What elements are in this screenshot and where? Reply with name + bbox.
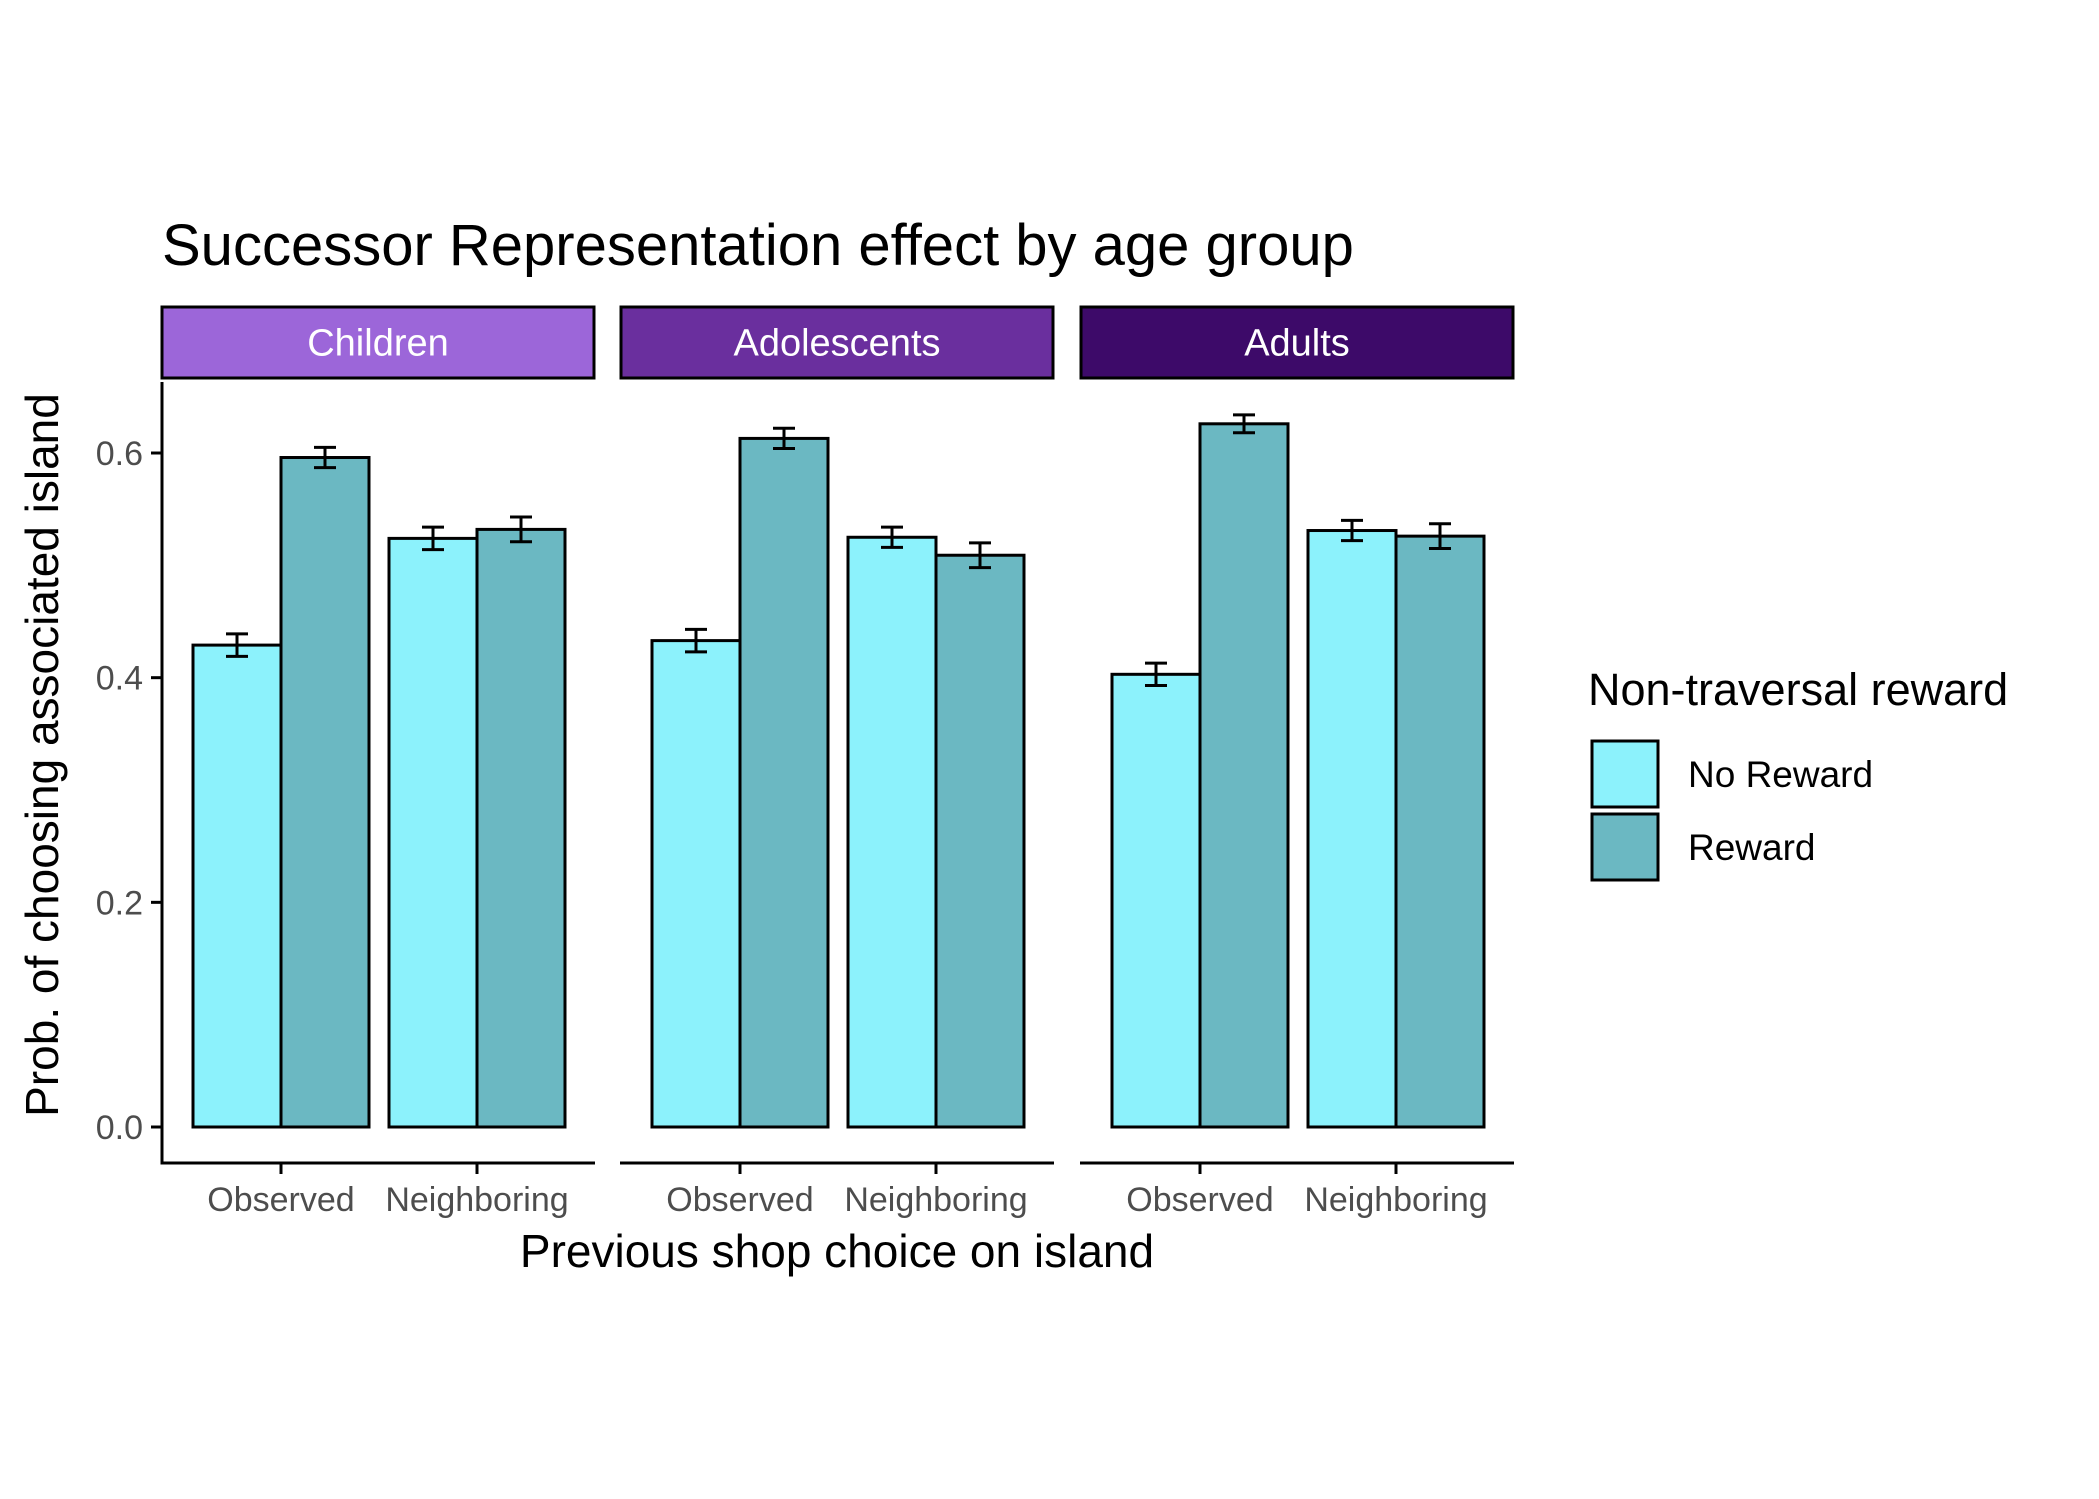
error-bar bbox=[1341, 518, 1363, 543]
bar-reward bbox=[279, 456, 371, 1129]
error-bar bbox=[685, 627, 707, 654]
y-tick-label: 0.2 bbox=[96, 884, 143, 922]
bar-no-reward bbox=[650, 639, 742, 1129]
bar-no-reward bbox=[191, 643, 283, 1129]
legend-label: Reward bbox=[1688, 827, 1816, 868]
error-bar bbox=[1429, 522, 1451, 550]
legend-key bbox=[1590, 812, 1660, 882]
y-axis: 0.0 0.2 0.4 0.6 bbox=[96, 382, 164, 1165]
error-bar bbox=[1145, 661, 1167, 688]
legend-item-no-reward: No Reward bbox=[1590, 739, 1873, 809]
error-bar bbox=[773, 426, 795, 451]
legend-title: Non-traversal reward bbox=[1588, 664, 2008, 715]
facet-adolescents: Adolescents Observed Neighboring bbox=[619, 305, 1055, 1219]
error-bar bbox=[226, 632, 248, 658]
facet-children: Children Observed Neighboring bbox=[160, 305, 596, 1219]
bar-reward bbox=[934, 553, 1026, 1129]
bar-no-reward bbox=[387, 536, 479, 1129]
x-tick-label: Observed bbox=[666, 1181, 813, 1219]
x-tick-label: Neighboring bbox=[844, 1181, 1027, 1219]
error-bar bbox=[510, 515, 532, 544]
y-tick-label: 0.4 bbox=[96, 660, 143, 698]
facet-panels: Children Observed Neighboring Adolescents Ob… bbox=[160, 305, 1515, 1219]
bar-reward bbox=[475, 527, 567, 1129]
legend-item-reward: Reward bbox=[1590, 812, 1816, 882]
bar-reward bbox=[1394, 534, 1486, 1129]
facet-strip-label: Children bbox=[307, 323, 449, 365]
x-tick-label: Observed bbox=[207, 1181, 354, 1219]
error-bar bbox=[881, 525, 903, 549]
facet-strip-label: Adults bbox=[1244, 323, 1350, 365]
legend: Non-traversal reward No Reward Reward bbox=[1588, 664, 2008, 882]
legend-label: No Reward bbox=[1688, 754, 1873, 795]
error-bar bbox=[1233, 413, 1255, 435]
y-tick-label: 0.6 bbox=[96, 435, 143, 473]
error-bar bbox=[422, 525, 444, 552]
y-axis-title: Prob. of choosing associated island bbox=[16, 393, 68, 1117]
facet-strip bbox=[160, 305, 596, 380]
bar-no-reward bbox=[1110, 672, 1202, 1129]
x-tick-label: Observed bbox=[1126, 1181, 1273, 1219]
facet-strip-label: Adolescents bbox=[733, 323, 940, 365]
x-tick-label: Neighboring bbox=[385, 1181, 568, 1219]
bar-reward bbox=[738, 436, 830, 1129]
chart-title: Successor Representation effect by age g… bbox=[162, 213, 1354, 278]
bar-no-reward bbox=[1306, 529, 1398, 1129]
facet-strip bbox=[619, 305, 1055, 380]
legend-key bbox=[1590, 739, 1660, 809]
y-tick-label: 0.0 bbox=[96, 1109, 143, 1147]
error-bar bbox=[314, 445, 336, 470]
bar-no-reward bbox=[846, 535, 938, 1129]
x-tick-label: Neighboring bbox=[1304, 1181, 1487, 1219]
error-bar bbox=[969, 541, 991, 570]
x-axis-title: Previous shop choice on island bbox=[520, 1225, 1154, 1277]
bar-reward bbox=[1198, 422, 1290, 1129]
facet-strip bbox=[1079, 305, 1515, 380]
facet-adults: Adults Observed Neighboring bbox=[1079, 305, 1515, 1219]
